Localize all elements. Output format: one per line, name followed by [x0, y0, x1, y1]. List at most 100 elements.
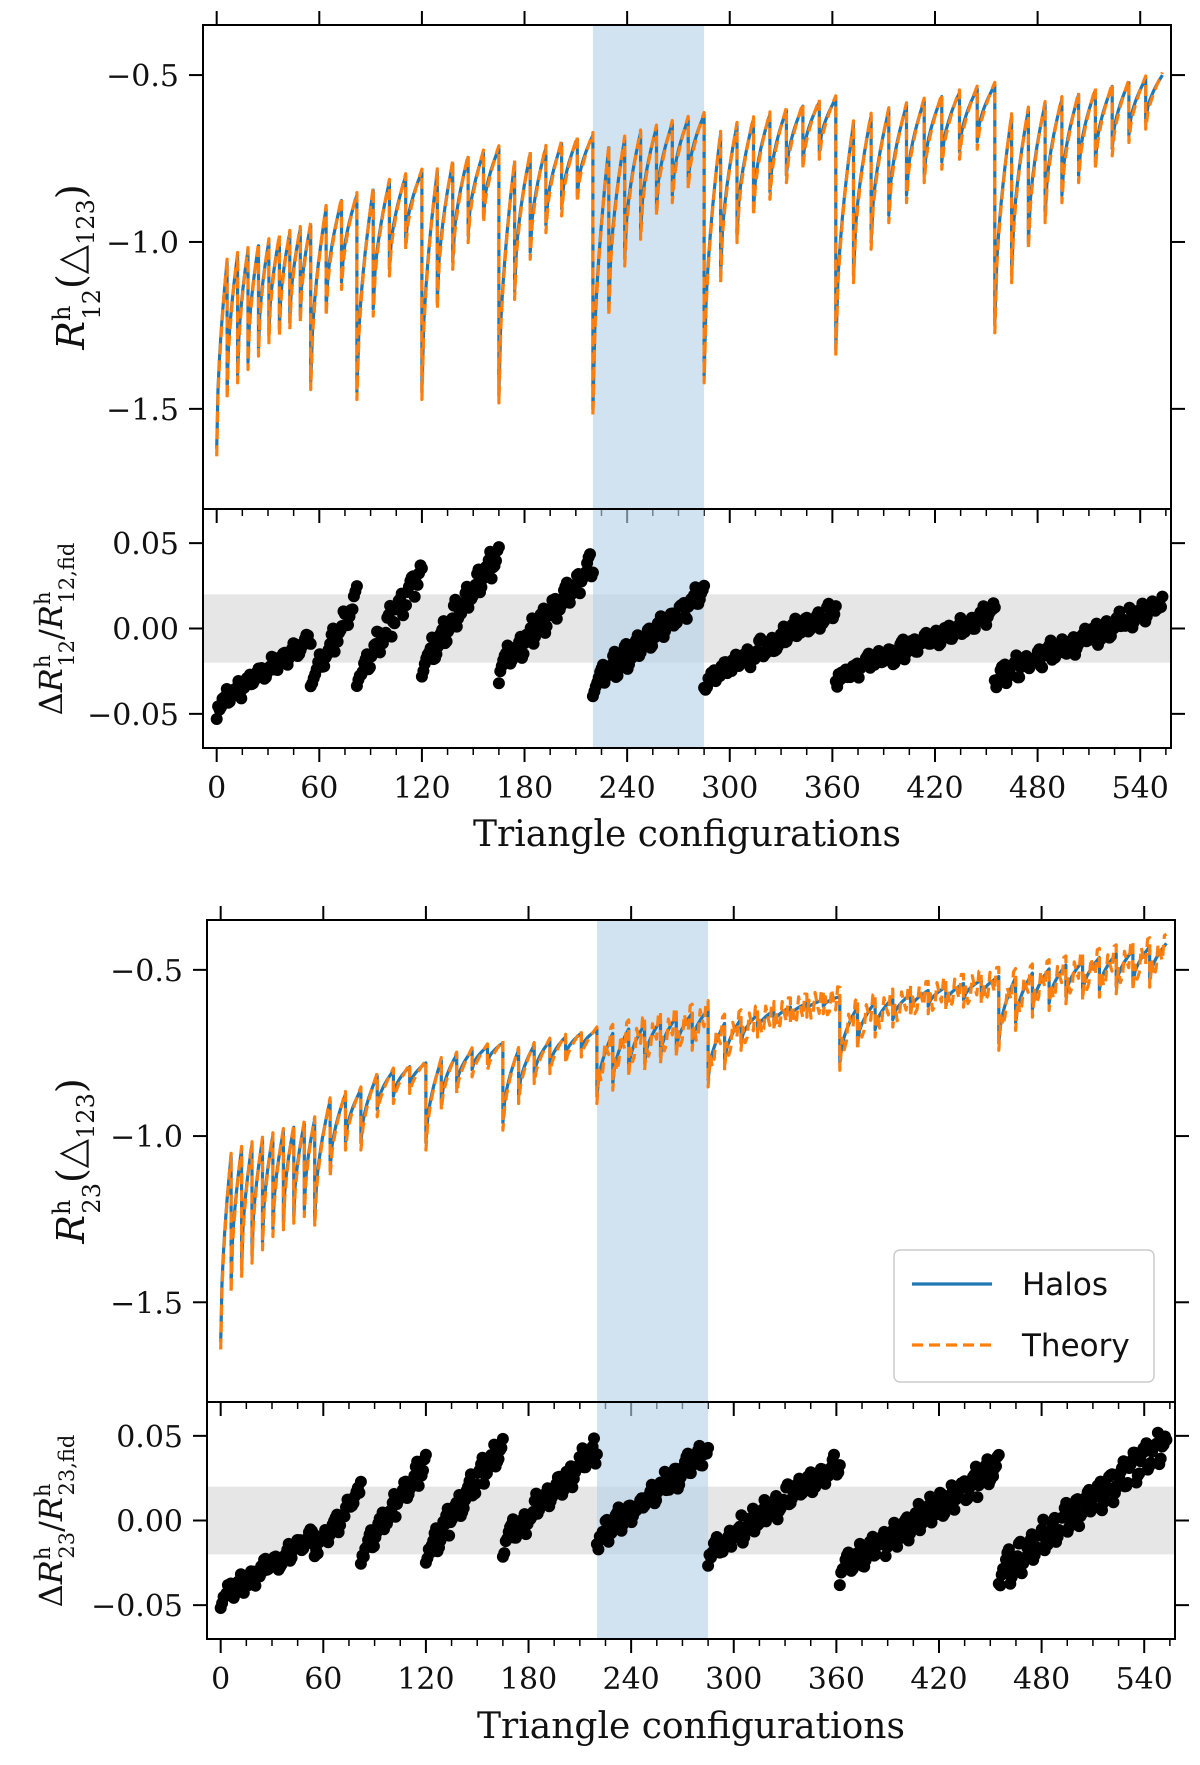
residual-point: [496, 1432, 509, 1445]
x-tick-label: 480: [1013, 1662, 1070, 1697]
residual-point: [235, 692, 248, 705]
y-tick-label: 0.05: [112, 527, 179, 562]
residual-point: [338, 1510, 351, 1523]
residual-point: [1036, 661, 1049, 674]
residual-point: [376, 637, 389, 650]
residual-point: [1002, 1543, 1015, 1556]
residual-point: [210, 713, 223, 725]
residual-point: [350, 580, 363, 593]
residual-point: [588, 1432, 600, 1445]
residual-point: [492, 677, 505, 690]
x-tick-label: 240: [599, 771, 656, 806]
residual-point: [520, 1528, 532, 1541]
residual-point: [304, 637, 317, 650]
residual-point: [924, 1490, 937, 1503]
residual-point: [397, 609, 410, 622]
x-tick-label: 360: [808, 1662, 865, 1697]
x-tick-label: 180: [496, 771, 553, 806]
residual-point: [829, 600, 842, 613]
residual-point: [680, 612, 693, 625]
x-tick-label: 420: [910, 1662, 967, 1697]
x-tick-label: 300: [705, 1662, 762, 1697]
residual-point: [385, 630, 398, 643]
residual-point: [388, 617, 401, 630]
residual-point: [400, 599, 412, 612]
series-line-theory: [215, 71, 1164, 457]
residual-point: [495, 1441, 508, 1454]
residual-point: [485, 572, 498, 585]
residual-point: [417, 1464, 429, 1477]
y-tick-label: −1.5: [110, 1286, 183, 1321]
residual-point: [478, 1477, 490, 1490]
x-tick-label: 480: [1009, 771, 1066, 806]
y-tick-label: 0.05: [116, 1420, 183, 1455]
residual-point: [353, 1486, 366, 1499]
residual-point: [702, 1441, 715, 1454]
residual-point: [411, 578, 424, 591]
x-tick-label: 120: [397, 1662, 454, 1697]
residual-point: [529, 630, 542, 643]
residual-point: [408, 590, 421, 603]
residual-point: [696, 1459, 709, 1472]
residual-point: [988, 601, 1001, 614]
x-tick-label: 420: [906, 771, 963, 806]
p2-ylabel: ΔRh12/Rh12,fid: [31, 543, 79, 716]
x-tick-label: 360: [804, 771, 861, 806]
p3-plot-area: [219, 932, 1168, 1350]
p3-ylabel: Rh23(△123): [48, 1078, 106, 1244]
residual-point: [490, 554, 502, 567]
residual-point: [969, 1460, 982, 1473]
p2-axes-frame: [202, 508, 1172, 749]
residual-point: [992, 1448, 1005, 1461]
residual-point: [1015, 1567, 1028, 1580]
x-tick-label: 180: [500, 1662, 557, 1697]
residual-point: [1060, 1496, 1073, 1509]
residual-point: [1005, 1571, 1018, 1584]
p1-plot-area: [215, 71, 1164, 457]
residual-point: [346, 603, 359, 616]
y-tick-label: −0.05: [91, 1589, 183, 1624]
residual-point: [716, 1545, 729, 1558]
p4-xlabel: Triangle configurations: [477, 1706, 905, 1747]
residual-point: [833, 1579, 846, 1592]
legend: Halos Theory: [893, 1249, 1155, 1383]
residual-point: [912, 1497, 925, 1510]
residual-point: [1156, 590, 1169, 603]
x-tick-label: 0: [211, 1662, 230, 1697]
residual-point: [415, 562, 428, 575]
residual-point: [584, 548, 596, 561]
p4-ylabel: ΔRh23/Rh23,fid: [31, 1435, 79, 1608]
x-tick-label: 0: [207, 771, 226, 806]
residual-point: [573, 587, 586, 600]
p4-ticks: 0 60 120 180 240 300 360 420 480 540 −0.05 0.00 0.05: [91, 1420, 1189, 1697]
residual-point: [589, 1457, 602, 1470]
p3-ticks: −1.5 −1.0 −0.5: [110, 906, 1189, 1416]
residual-point: [1154, 1452, 1167, 1465]
residual-point: [498, 1547, 511, 1560]
residual-point: [469, 1487, 482, 1500]
residual-point: [1013, 671, 1026, 684]
residual-point: [419, 1448, 432, 1461]
p1-ylabel: Rh12(△123): [48, 184, 106, 350]
series-line-theory: [219, 932, 1168, 1350]
residual-point: [328, 645, 341, 658]
residual-point: [1107, 1496, 1120, 1509]
highlight-span: [596, 920, 709, 1402]
residual-point: [971, 1491, 984, 1504]
residual-point: [994, 1579, 1007, 1592]
y-tick-label: −1.0: [106, 226, 179, 261]
residual-point: [592, 1543, 605, 1556]
residual-point: [412, 1479, 425, 1492]
residual-point: [828, 1448, 840, 1461]
legend-label-theory: Theory: [1021, 1328, 1130, 1364]
y-tick-label: −0.5: [106, 59, 179, 94]
x-tick-label: 540: [1112, 771, 1169, 806]
residual-point: [1073, 1520, 1086, 1533]
y-tick-label: −0.5: [110, 954, 183, 989]
y-tick-label: 0.00: [112, 613, 179, 648]
y-tick-label: −0.05: [87, 698, 179, 733]
panel-bottom-residual: 0 60 120 180 240 300 360 420 480 540 −0.05 0.00 0.05…: [31, 1401, 1189, 1747]
residual-point: [809, 1481, 822, 1494]
residual-point: [586, 566, 599, 579]
